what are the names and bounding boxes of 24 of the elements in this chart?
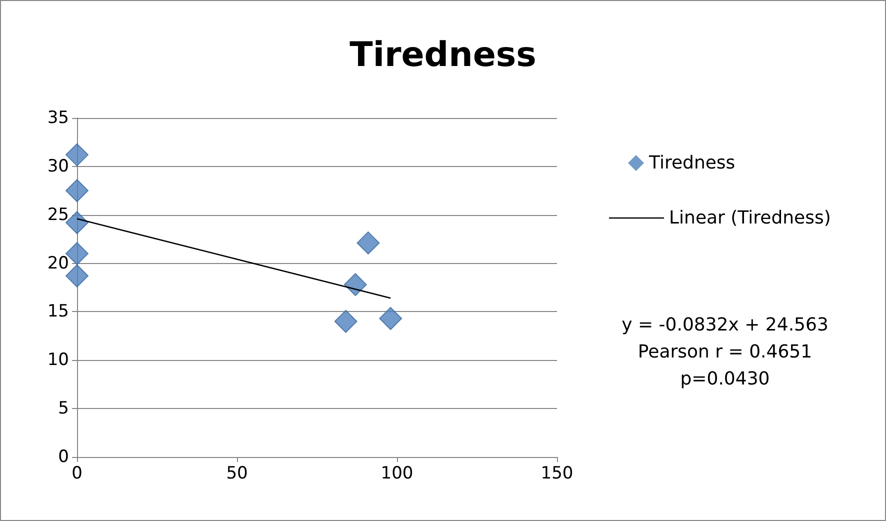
- legend-label: Linear (Tiredness): [669, 208, 831, 228]
- x-tick-label: 100: [380, 464, 414, 484]
- text: y = -0.0832x + 24.563: [622, 314, 828, 336]
- x-tick-label: 0: [72, 464, 82, 484]
- y-tick-label: 35: [47, 108, 69, 128]
- point: [66, 211, 88, 234]
- y-tick-label: 5: [58, 398, 69, 419]
- y-tick-label: 25: [47, 204, 69, 225]
- y-tick-label: 0: [58, 447, 69, 467]
- y-tick-label: 20: [47, 253, 69, 274]
- point: [66, 179, 88, 202]
- chart-title: Tiredness: [350, 35, 536, 75]
- x-tick-label: 150: [540, 464, 574, 484]
- point: [356, 231, 380, 254]
- y-tick-label: 15: [47, 302, 69, 322]
- y-tick-label: 30: [47, 156, 69, 176]
- x-tick-label: 50: [226, 464, 248, 484]
- legend-label: Tiredness: [648, 152, 736, 174]
- text: Pearson r = 0.4651: [638, 342, 812, 362]
- point: [379, 306, 402, 330]
- point: [334, 310, 358, 333]
- point: [344, 273, 367, 296]
- y-tick-label: 10: [47, 350, 69, 370]
- text: p=0.0430: [680, 368, 770, 390]
